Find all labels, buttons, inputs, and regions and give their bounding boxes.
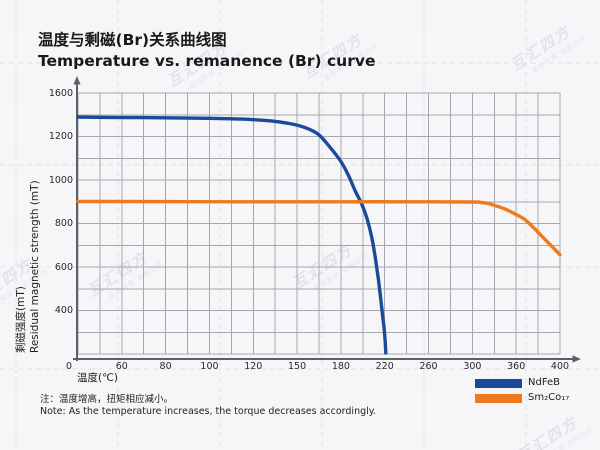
curve-sm2co17 [76, 199, 562, 257]
x-axis-title: 温度(℃) [77, 372, 118, 384]
y-tick-label: 600 [54, 261, 73, 273]
curves [76, 115, 562, 355]
x-tick-label: 60 [115, 361, 128, 372]
x-tick-label: 360 [507, 361, 526, 372]
plot-grid [77, 92, 561, 355]
x-tick-label: 260 [419, 361, 438, 372]
y-tick-label: 1600 [48, 87, 73, 99]
x-tick-label: 180 [331, 361, 350, 372]
sm2co17-color-swatch [475, 393, 522, 403]
y-tick-label: 1000 [48, 174, 73, 186]
legend-item-sm2co17: Sm₂Co₁₇ [475, 393, 569, 403]
chart-title-en: Temperature vs. remanence (Br) curve [38, 52, 376, 70]
sm2co17-label: Sm₂Co₁₇ [528, 392, 570, 403]
origin-tick-label: 0 [65, 361, 73, 372]
x-tick-label: 400 [550, 361, 570, 372]
ndfeb-color-swatch [475, 378, 522, 388]
y-tick-label: 1200 [48, 131, 73, 142]
x-tick-label: 300 [463, 361, 482, 372]
axes [73, 76, 581, 363]
y-axis-title-zh: 剩磁强度(mT) [15, 286, 27, 353]
footnote: 注：温度增高，扭矩相应减小。 Note: As the temperature … [40, 394, 376, 417]
x-tick-label: 120 [244, 361, 263, 372]
chart-title-zh: 温度与剩磁(Br)关系曲线图 [38, 31, 227, 49]
y-tick-label: 400 [54, 305, 73, 316]
x-tick-label: 100 [200, 361, 219, 372]
x-tick-label: 150 [288, 361, 307, 372]
x-tick-label: 80 [159, 361, 172, 372]
footnote-zh: 注：温度增高，扭矩相应减小。 [40, 394, 174, 405]
legend-item-ndfeb: NdFeB [475, 378, 569, 388]
curve-ndfeb [76, 115, 388, 355]
x-tick-label: 220 [375, 361, 394, 372]
legend: NdFeB Sm₂Co₁₇ [475, 378, 569, 408]
y-tick-label: 800 [54, 218, 73, 229]
chart-header: 温度与剩磁(Br)关系曲线图 Temperature vs. remanence… [38, 30, 375, 72]
ndfeb-label: NdFeB [528, 377, 561, 388]
footnote-en: Note: As the temperature increases, the … [40, 405, 377, 417]
